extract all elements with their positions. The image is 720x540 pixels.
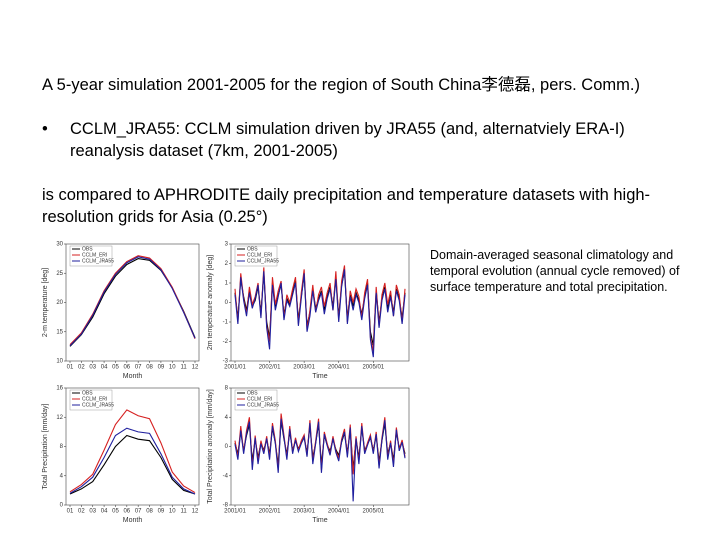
y-tick-label: -2 — [223, 339, 229, 345]
x-tick-label: 09 — [158, 365, 165, 371]
x-tick-label: 2001/01 — [224, 509, 246, 515]
x-tick-label: 05 — [112, 365, 119, 371]
legend-box — [69, 245, 113, 267]
y-axis-label: 2-m temperature [deg] — [42, 268, 49, 337]
y-tick-label: 10 — [56, 359, 63, 365]
x-tick-label: 10 — [169, 509, 176, 515]
legend-label: CCLM_ERI — [82, 252, 107, 258]
y-tick-label: -3 — [223, 359, 229, 365]
caption: Domain-averaged seasonal climatology and… — [430, 248, 680, 294]
legend-label: CCLM_ERI — [82, 396, 107, 402]
legend-box — [234, 389, 278, 411]
x-tick-label: 2003/01 — [293, 509, 315, 515]
y-axis-label: Total Precipitation anomaly [mm/day] — [207, 389, 214, 503]
x-tick-label: 05 — [112, 509, 119, 515]
intro-text: A 5-year simulation 2001-2005 for the re… — [42, 76, 640, 94]
x-tick-label: 08 — [146, 509, 153, 515]
y-tick-label: 2 — [225, 261, 229, 267]
x-tick-label: 03 — [89, 509, 96, 515]
y-axis-label: 2m temperature anomaly [deg] — [207, 255, 214, 350]
legend-label: CCLM_JRA55 — [82, 402, 114, 408]
x-tick-label: 12 — [192, 509, 199, 515]
x-axis-label: Time — [312, 517, 327, 524]
y-tick-label: 0 — [60, 503, 64, 509]
series-line — [234, 418, 406, 502]
x-tick-label: 04 — [101, 509, 108, 515]
chart: -3 -2 -1 0 1 2 3 2001/01 2002/01 2003/01 2004/01 20… — [207, 242, 410, 380]
y-tick-label: 0 — [225, 444, 229, 450]
legend-label: OBS — [247, 246, 258, 252]
x-tick-label: 04 — [101, 365, 108, 371]
x-axis-label: Month — [123, 517, 143, 524]
x-tick-label: 02 — [78, 365, 85, 371]
x-tick-label: 06 — [123, 365, 130, 371]
legend-box — [234, 245, 278, 267]
legend-label: CCLM_JRA55 — [247, 258, 279, 264]
y-tick-label: 15 — [56, 329, 63, 335]
y-tick-label: 20 — [56, 300, 63, 306]
y-tick-label: -8 — [223, 503, 229, 509]
legend-label: OBS — [82, 246, 93, 252]
x-tick-label: 2004/01 — [328, 509, 350, 515]
series-line — [69, 434, 196, 495]
x-tick-label: 08 — [146, 365, 153, 371]
x-tick-label: 2002/01 — [259, 509, 281, 515]
legend-label: CCLM_JRA55 — [82, 258, 114, 264]
legend-box — [69, 389, 113, 411]
chart: 10 15 20 25 30 01 02 03 04 05 06 07 08 09 10 11 12 Month 2… — [42, 242, 200, 380]
legend-label: CCLM_JRA55 — [247, 402, 279, 408]
y-tick-label: -1 — [223, 320, 229, 326]
x-tick-label: 01 — [67, 509, 74, 515]
x-tick-label: 02 — [78, 509, 85, 515]
x-tick-label: 07 — [135, 365, 142, 371]
series-line — [69, 256, 196, 347]
y-axis-label: Total Precipitation [mm/day] — [42, 403, 49, 489]
x-tick-label: 06 — [123, 509, 130, 515]
y-tick-label: 8 — [60, 444, 64, 450]
legend-label: OBS — [247, 390, 258, 396]
chart: -8 -4 0 4 8 2001/01 2002/01 2003/01 2004/01 2005/… — [207, 386, 410, 524]
y-tick-label: 1 — [225, 281, 229, 287]
legend-label: CCLM_ERI — [247, 396, 272, 402]
x-tick-label: 2001/01 — [224, 365, 246, 371]
x-tick-label: 07 — [135, 509, 142, 515]
x-tick-label: 11 — [181, 365, 188, 371]
legend-label: OBS — [82, 390, 93, 396]
series-line — [69, 258, 196, 347]
y-tick-label: 3 — [225, 242, 229, 248]
y-tick-label: 12 — [56, 415, 63, 421]
x-tick-label: 2005/01 — [362, 365, 384, 371]
x-tick-label: 09 — [158, 509, 165, 515]
series-line — [234, 269, 406, 358]
series-line — [69, 409, 196, 494]
x-tick-label: 2002/01 — [259, 365, 281, 371]
x-axis-label: Month — [123, 373, 143, 380]
y-tick-label: -4 — [223, 473, 229, 479]
comparison-text: is compared to APHRODITE daily precipita… — [42, 186, 651, 226]
x-tick-label: 2005/01 — [362, 509, 384, 515]
x-tick-label: 10 — [169, 365, 176, 371]
series-line — [69, 427, 196, 495]
y-tick-label: 16 — [56, 386, 63, 392]
x-tick-label: 2003/01 — [293, 365, 315, 371]
x-tick-label: 01 — [67, 365, 74, 371]
y-tick-label: 4 — [60, 473, 64, 479]
y-tick-label: 25 — [56, 271, 63, 277]
x-tick-label: 12 — [192, 365, 199, 371]
x-tick-label: 11 — [181, 509, 188, 515]
y-tick-label: 30 — [56, 242, 63, 248]
series-line — [69, 255, 196, 346]
x-tick-label: 03 — [89, 365, 96, 371]
legend-label: CCLM_ERI — [247, 252, 272, 258]
y-tick-label: 4 — [225, 415, 229, 421]
y-tick-label: 8 — [225, 386, 229, 392]
x-tick-label: 2004/01 — [328, 365, 350, 371]
bullet-text: CCLM_JRA55: CCLM simulation driven by JR… — [42, 118, 690, 162]
x-axis-label: Time — [312, 373, 327, 380]
y-tick-label: 0 — [225, 300, 229, 306]
